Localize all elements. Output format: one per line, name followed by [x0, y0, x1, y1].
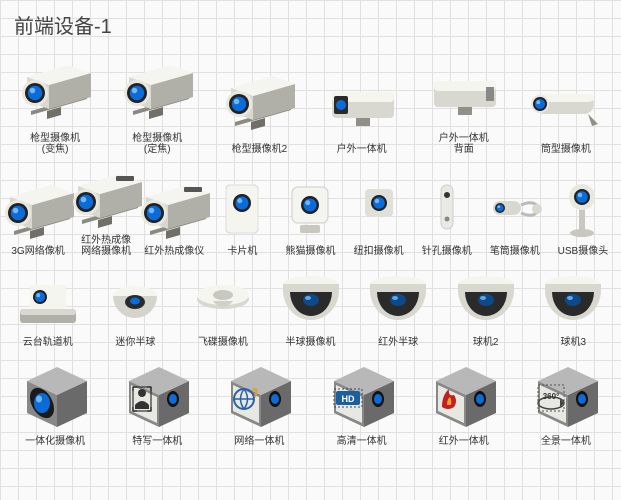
svg-text:HD: HD [341, 394, 354, 404]
stencil-box-fixed[interactable]: 枪型摄像机 (定焦) [106, 45, 208, 157]
stencil-box-cam2[interactable]: 枪型摄像机2 [208, 56, 310, 157]
icon-grid: 枪型摄像机 (变焦) 枪型摄像机 (定焦) 枪型摄像机2 户外一体机 户外一体机… [4, 45, 617, 449]
stencil-closeup[interactable]: 特写一体机 [106, 354, 208, 449]
stencil-ball3[interactable]: 球机3 [529, 263, 617, 350]
stencil-mini-hemi[interactable]: 迷你半球 [92, 263, 180, 350]
stencil-label: 球机2 [473, 337, 499, 348]
integrated-icon [9, 356, 101, 434]
button-cam-icon [355, 174, 403, 244]
stencil-outdoor-unit[interactable]: 户外一体机 [311, 56, 413, 157]
stencil-label: 红外热成像 网络摄像机 [81, 235, 131, 257]
outdoor-unit-icon [316, 58, 408, 142]
stencil-label: 枪型摄像机 (定焦) [132, 133, 182, 155]
stencil-ir-hemi[interactable]: 红外半球 [354, 263, 442, 350]
svg-text:360°: 360° [543, 392, 560, 401]
stencil-label: USB摄像头 [558, 246, 609, 257]
stencil-label: 红外一体机 [439, 436, 489, 447]
stencil-bullet-cam[interactable]: 筒型摄像机 [515, 56, 617, 157]
ball2-icon [451, 265, 521, 335]
stencil-label: 飞碟摄像机 [198, 337, 248, 348]
stencil-ball2[interactable]: 球机2 [442, 263, 530, 350]
stencil-label: 针孔摄像机 [422, 246, 472, 257]
icon-row: 一体化摄像机 特写一体机 网络一体机 HD 高清一体机 红外一体机 360° 全… [4, 354, 617, 449]
ufo-cam-icon [191, 265, 255, 335]
stencil-net-unit[interactable]: 网络一体机 [208, 354, 310, 449]
stencil-label: 全景一体机 [541, 436, 591, 447]
pen-cam-icon [485, 174, 545, 244]
stencil-label: 户外一体机 [337, 144, 387, 155]
stencil-label: 半球摄像机 [286, 337, 336, 348]
icon-row: 云台轨道机 迷你半球 飞碟摄像机 半球摄像机 红外半球 球机2 球机3 [4, 263, 617, 350]
stencil-label: 球机3 [560, 337, 586, 348]
stencil-label: 纽扣摄像机 [354, 246, 404, 257]
stencil-box-zoom[interactable]: 枪型摄像机 (变焦) [4, 45, 106, 157]
stencil-button-cam[interactable]: 纽扣摄像机 [345, 172, 413, 259]
stencil-hemi-cam[interactable]: 半球摄像机 [267, 263, 355, 350]
bullet-cam-icon [520, 58, 612, 142]
panel-title: 前端设备-1 [14, 10, 617, 39]
stencil-label: 一体化摄像机 [25, 436, 85, 447]
stencil-label: 筒型摄像机 [541, 144, 591, 155]
outdoor-back-icon [418, 47, 510, 131]
stencil-label: 熊猫摄像机 [285, 246, 335, 257]
ir-unit-icon [418, 356, 510, 434]
stencil-label: 红外热成像仪 [144, 246, 204, 257]
stencil-hd-unit[interactable]: HD 高清一体机 [311, 354, 413, 449]
ptz-track-icon [4, 265, 92, 335]
box-cam2-icon [211, 58, 307, 142]
box-fixed-icon [109, 47, 205, 131]
stencil-outdoor-back[interactable]: 户外一体机 背面 [413, 45, 515, 157]
icon-row: 枪型摄像机 (变焦) 枪型摄像机 (定焦) 枪型摄像机2 户外一体机 户外一体机… [4, 45, 617, 157]
stencil-label: 云台轨道机 [23, 337, 73, 348]
stencil-ptz-track[interactable]: 云台轨道机 [4, 263, 92, 350]
stencil-pinhole[interactable]: 针孔摄像机 [413, 172, 481, 259]
stencil-integrated[interactable]: 一体化摄像机 [4, 354, 106, 449]
stencil-label: 枪型摄像机 (变焦) [30, 133, 80, 155]
stencil-label: 户外一体机 背面 [439, 133, 489, 155]
stencil-label: 笔筒摄像机 [490, 246, 540, 257]
pinhole-icon [427, 174, 467, 244]
stencil-ir-imager[interactable]: 红外热成像仪 [140, 172, 208, 259]
stencil-label: 特写一体机 [132, 436, 182, 447]
stencil-pen-cam[interactable]: 笔筒摄像机 [481, 172, 549, 259]
stencil-pano-unit[interactable]: 360° 全景一体机 [515, 354, 617, 449]
stencil-label: 网络一体机 [234, 436, 284, 447]
box-zoom-icon [7, 47, 103, 131]
stencil-panel: { "title": "前端设备-1", "palette": { "body_… [0, 0, 621, 457]
closeup-icon [111, 356, 203, 434]
stencil-cube-cam[interactable]: 熊猫摄像机 [276, 172, 344, 259]
ball3-icon [538, 265, 608, 335]
stencil-label: 卡片机 [227, 246, 257, 257]
pano-unit-icon: 360° [520, 356, 612, 434]
net-unit-icon [213, 356, 305, 434]
cube-cam-icon [282, 174, 338, 244]
card-cam-icon [214, 174, 270, 244]
stencil-label: 高清一体机 [337, 436, 387, 447]
mini-hemi-icon [105, 265, 165, 335]
stencil-ufo-cam[interactable]: 飞碟摄像机 [179, 263, 267, 350]
hd-unit-icon: HD [316, 356, 408, 434]
icon-row: 3G网络像机 红外热成像 网络摄像机 红外热成像仪 卡片机 熊猫摄像机 纽扣摄像… [4, 161, 617, 259]
stencil-label: 红外半球 [378, 337, 418, 348]
hemi-cam-icon [276, 265, 346, 335]
stencil-card-cam[interactable]: 卡片机 [208, 172, 276, 259]
ir-hemi-icon [363, 265, 433, 335]
stencil-usb-cam[interactable]: USB摄像头 [549, 172, 617, 259]
stencil-ir-unit[interactable]: 红外一体机 [413, 354, 515, 449]
stencil-label: 3G网络像机 [11, 246, 64, 257]
stencil-label: 迷你半球 [115, 337, 155, 348]
usb-cam-icon [559, 174, 607, 244]
stencil-label: 枪型摄像机2 [232, 144, 288, 155]
